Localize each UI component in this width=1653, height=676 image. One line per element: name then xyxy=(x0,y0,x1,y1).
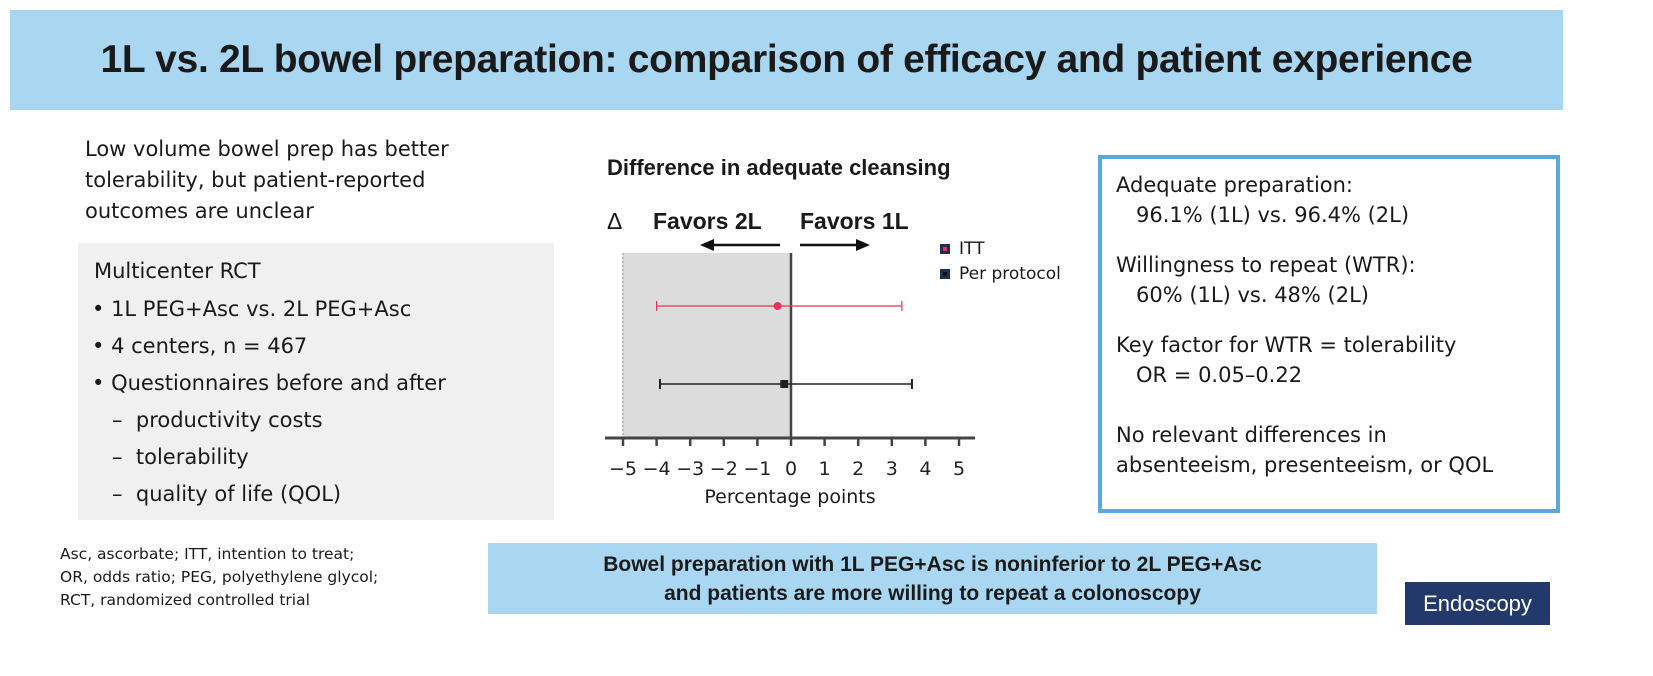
bullet-item: • 1L PEG+Asc vs. 2L PEG+Asc xyxy=(92,297,412,321)
legend-itt: ITT xyxy=(940,239,984,259)
x-tick-label: −4 xyxy=(643,458,671,480)
legend-label: Per protocol xyxy=(959,264,1061,284)
sub-item: – tolerability xyxy=(112,445,249,469)
adequate-value: 96.1% (1L) vs. 96.4% (2L) xyxy=(1136,203,1410,227)
footnote-line: OR, odds ratio; PEG, polyethylene glycol… xyxy=(60,568,379,586)
wtr-label: Willingness to repeat (WTR): xyxy=(1116,253,1416,277)
intro-line: tolerability, but patient-reported xyxy=(85,168,426,192)
abbreviations-footnote: Asc, ascorbate; ITT, intention to treat;… xyxy=(60,543,480,612)
conclusion-line: Bowel preparation with 1L PEG+Asc is non… xyxy=(603,552,1262,576)
legend-swatch-itt xyxy=(940,244,950,254)
arrow-left-head xyxy=(700,239,714,251)
intro-line: outcomes are unclear xyxy=(85,199,314,223)
x-axis-label: Percentage points xyxy=(704,486,876,508)
endoscopy-logo: Endoscopy xyxy=(1405,582,1550,625)
results-box: Adequate preparation: 96.1% (1L) vs. 96.… xyxy=(1098,155,1560,513)
x-tick-label: 0 xyxy=(785,458,797,480)
study-heading: Multicenter RCT xyxy=(94,259,261,283)
favors-1l-label: Favors 1L xyxy=(800,208,909,234)
bullet-item: • Questionnaires before and after xyxy=(92,371,446,395)
x-tick-label: −1 xyxy=(743,458,771,480)
adequate-label: Adequate preparation: xyxy=(1116,173,1354,197)
no-difference-line: absenteeism, presenteeism, or QOL xyxy=(1116,453,1494,477)
x-tick-label: 2 xyxy=(852,458,864,480)
sub-item: – quality of life (QOL) xyxy=(112,482,342,506)
chart-title: Difference in adequate cleansing xyxy=(607,155,951,180)
intro-text: Low volume bowel prep has better tolerab… xyxy=(85,134,525,227)
x-tick-label: −2 xyxy=(710,458,738,480)
point-estimate xyxy=(780,380,789,388)
page-title: 1L vs. 2L bowel preparation: comparison … xyxy=(100,38,1473,81)
x-tick-label: −3 xyxy=(676,458,704,480)
legend-label: ITT xyxy=(959,239,985,259)
footnote-line: Asc, ascorbate; ITT, intention to treat; xyxy=(60,545,355,563)
x-tick-label: 4 xyxy=(919,458,931,480)
x-tick-label: 5 xyxy=(953,458,965,480)
point-estimate xyxy=(773,302,782,310)
title-banner: 1L vs. 2L bowel preparation: comparison … xyxy=(10,10,1563,110)
footnote-line: RCT, randomized controlled trial xyxy=(60,591,310,609)
intro-line: Low volume bowel prep has better xyxy=(85,137,449,161)
x-tick-label: 3 xyxy=(886,458,898,480)
study-design-box: Multicenter RCT • 1L PEG+Asc vs. 2L PEG+… xyxy=(78,243,554,520)
key-factor-value: OR = 0.05–0.22 xyxy=(1136,363,1303,387)
legend-swatch-pp xyxy=(940,269,950,279)
conclusion-line: and patients are more willing to repeat … xyxy=(664,581,1201,605)
x-tick-label: −5 xyxy=(609,458,637,480)
sub-item: – productivity costs xyxy=(112,408,323,432)
delta-symbol: Δ xyxy=(607,208,623,234)
conclusion-banner: Bowel preparation with 1L PEG+Asc is non… xyxy=(488,543,1377,614)
key-factor-label: Key factor for WTR = tolerability xyxy=(1116,333,1457,357)
favors-2l-label: Favors 2L xyxy=(653,208,762,234)
legend-per-protocol: Per protocol xyxy=(940,264,1061,284)
bullet-item: • 4 centers, n = 467 xyxy=(92,334,308,358)
noninferiority-region xyxy=(623,253,791,438)
arrow-right-head xyxy=(856,239,870,251)
no-difference-line: No relevant differences in xyxy=(1116,423,1387,447)
wtr-value: 60% (1L) vs. 48% (2L) xyxy=(1136,283,1369,307)
x-tick-label: 1 xyxy=(819,458,831,480)
